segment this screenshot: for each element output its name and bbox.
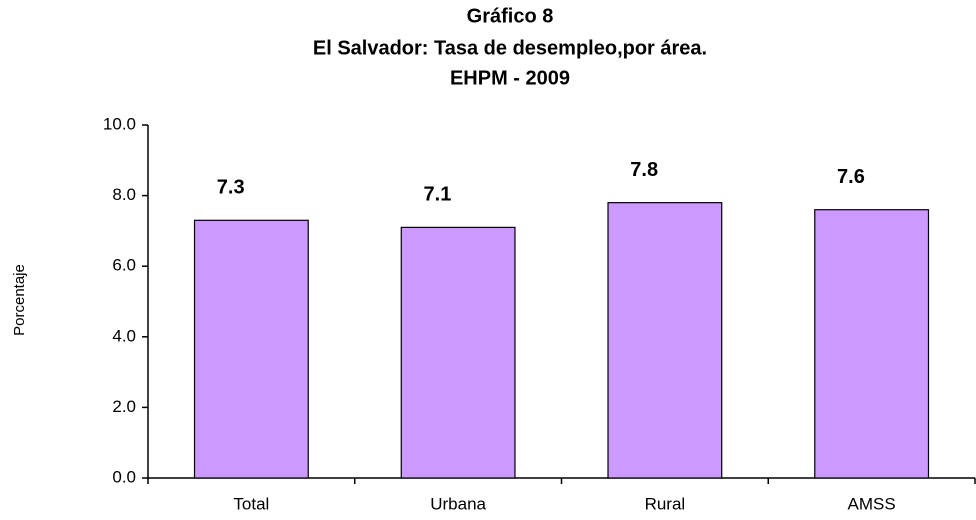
bar	[607, 202, 723, 479]
chart-title: El Salvador: Tasa de desempleo,por área.	[313, 37, 707, 59]
y-tick-label: 10.0	[103, 114, 136, 133]
y-tick-label: 4.0	[112, 326, 136, 345]
x-tick-label: Total	[233, 494, 269, 513]
data-label: 7.8	[630, 159, 658, 181]
y-tick-label: 0.0	[112, 467, 136, 486]
data-label: 7.3	[217, 177, 245, 199]
y-tick-label: 6.0	[112, 256, 136, 275]
y-tick-label: 8.0	[112, 185, 136, 204]
y-axis-label: Porcentaje	[11, 264, 28, 336]
x-tick-label: AMSS	[848, 494, 896, 513]
bar	[193, 219, 309, 479]
data-label: 7.1	[424, 184, 452, 206]
bar	[814, 209, 930, 479]
y-tick-label: 2.0	[112, 397, 136, 416]
chart-title: Gráfico 8	[467, 5, 554, 27]
bar	[400, 226, 516, 479]
x-tick-label: Rural	[645, 494, 686, 513]
data-label: 7.6	[837, 166, 865, 188]
x-tick-label: Urbana	[430, 494, 486, 513]
chart-title: EHPM - 2009	[450, 67, 570, 89]
